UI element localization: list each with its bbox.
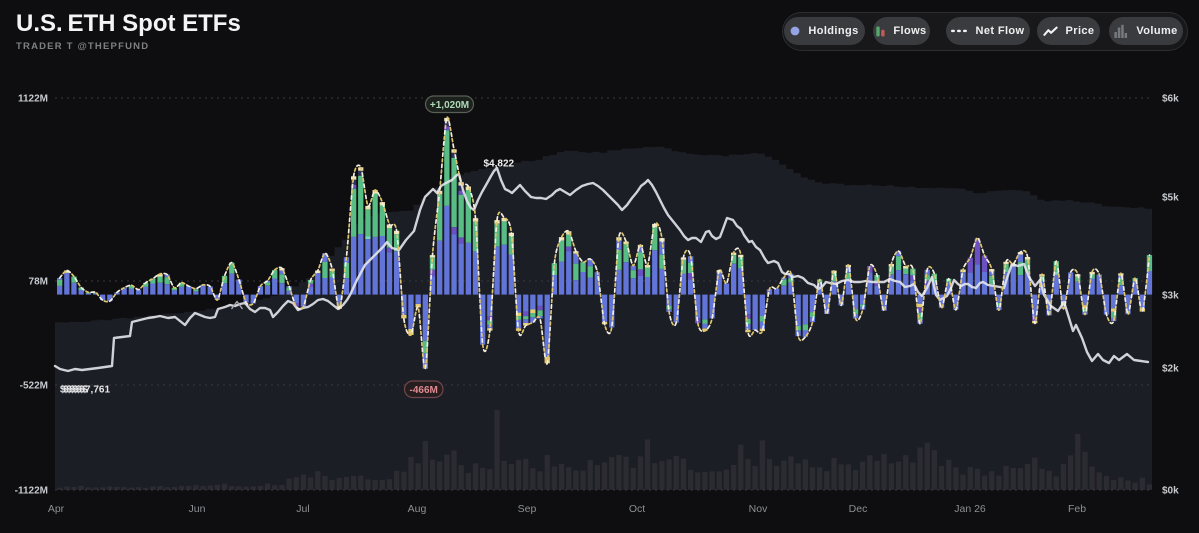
svg-text:1122M: 1122M [18, 94, 48, 105]
svg-text:$5k: $5k [1162, 193, 1179, 204]
svg-text:$0k: $0k [1162, 486, 1179, 497]
svg-text:-522M: -522M [20, 381, 48, 392]
svg-text:Feb: Feb [1068, 503, 1086, 515]
svg-text:+1,020M: +1,020M [430, 100, 469, 111]
svg-text:Dec: Dec [849, 503, 868, 515]
svg-text:Apr: Apr [48, 503, 65, 515]
svg-text:Aug: Aug [408, 503, 427, 515]
svg-text:$4,822: $4,822 [484, 159, 515, 170]
svg-text:Jul: Jul [296, 503, 309, 515]
svg-text:Oct: Oct [629, 503, 645, 515]
svg-text:$6k: $6k [1162, 94, 1179, 105]
svg-text:7,761: 7,761 [85, 385, 110, 396]
svg-text:Nov: Nov [749, 503, 768, 515]
svg-text:-466M: -466M [410, 385, 438, 396]
svg-text:Jan 26: Jan 26 [954, 503, 986, 515]
svg-text:$2k: $2k [1162, 364, 1179, 375]
svg-text:$$$$$$$$: $$$$$$$$ [60, 385, 88, 396]
svg-text:Jun: Jun [189, 503, 206, 515]
svg-text:-1122M: -1122M [15, 486, 48, 497]
svg-text:Sep: Sep [518, 503, 537, 515]
svg-text:78M: 78M [29, 277, 48, 288]
svg-text:$3k: $3k [1162, 291, 1179, 302]
